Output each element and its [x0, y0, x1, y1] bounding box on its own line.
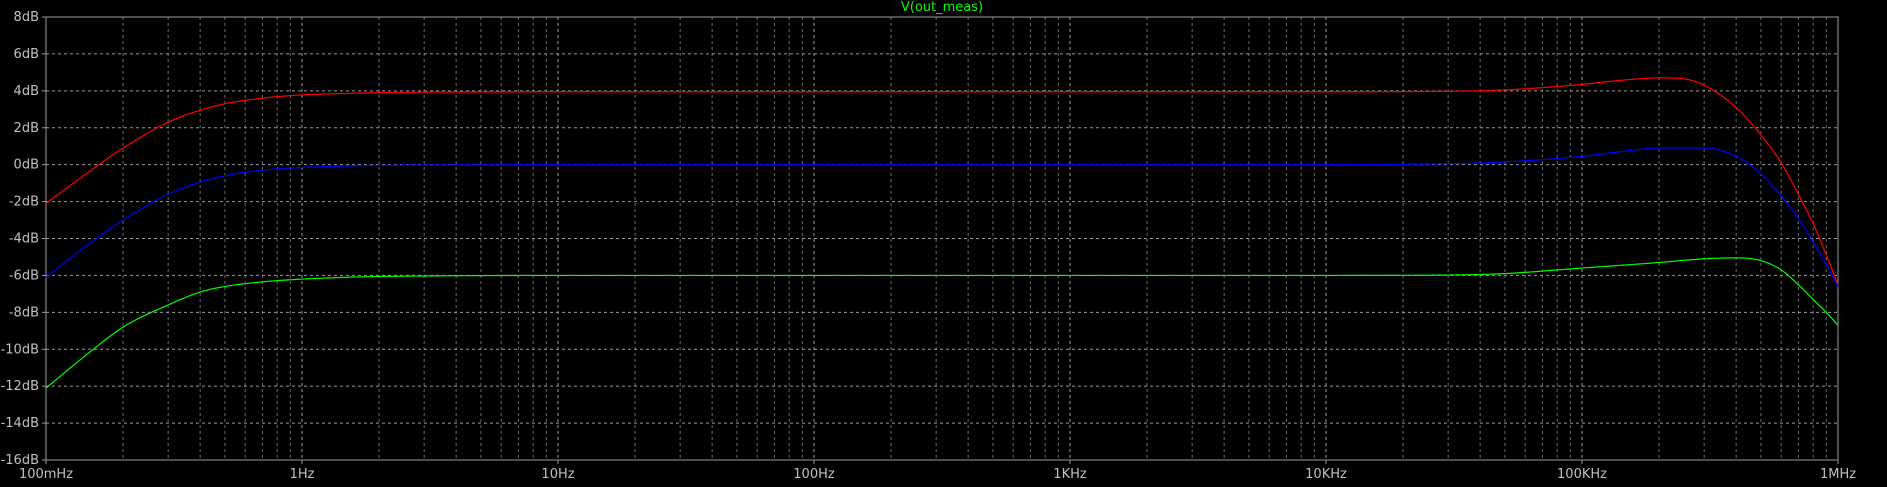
y-tick-label: -4dB: [9, 232, 39, 247]
y-tick-label: 4dB: [14, 84, 39, 99]
x-tick-label: 10KHz: [1305, 467, 1347, 482]
y-tick-label: -8dB: [9, 305, 39, 320]
trace-line-1: [45, 77, 1839, 285]
trace-line-2: [45, 147, 1839, 287]
y-tick-label: -10dB: [1, 342, 39, 357]
x-tick-label: 100KHz: [1557, 467, 1607, 482]
x-tick-label: 10Hz: [541, 467, 574, 482]
trace-line-3: [45, 257, 1839, 389]
x-tick-label: 100Hz: [793, 467, 835, 482]
x-tick-label: 1Hz: [290, 467, 315, 482]
y-tick-label: 0dB: [14, 158, 39, 173]
y-tick-label: -16dB: [1, 453, 39, 468]
y-axis-tick-labels: 8dB 6dB 4dB 2dB 0dB -2dB -4dB -6dB -8dB -10dB -12d…: [1, 10, 46, 468]
x-tick-label: 1MHz: [1820, 467, 1856, 482]
traces: [45, 77, 1839, 389]
y-tick-label: -6dB: [9, 268, 39, 283]
y-tick-label: -14dB: [1, 416, 39, 431]
y-tick-label: 6dB: [14, 47, 39, 62]
y-tick-label: 2dB: [14, 121, 39, 136]
trace-title[interactable]: V(out_meas): [901, 0, 983, 15]
x-tick-label: 100mHz: [19, 467, 73, 482]
x-axis-tick-labels: 100mHz 1Hz 10Hz 100Hz 1KHz 10KHz 100KHz 1MHz: [19, 460, 1856, 482]
x-tick-label: 1KHz: [1053, 467, 1087, 482]
y-tick-label: 8dB: [14, 10, 39, 25]
y-tick-label: -2dB: [9, 195, 39, 210]
y-tick-label: -12dB: [1, 379, 39, 394]
